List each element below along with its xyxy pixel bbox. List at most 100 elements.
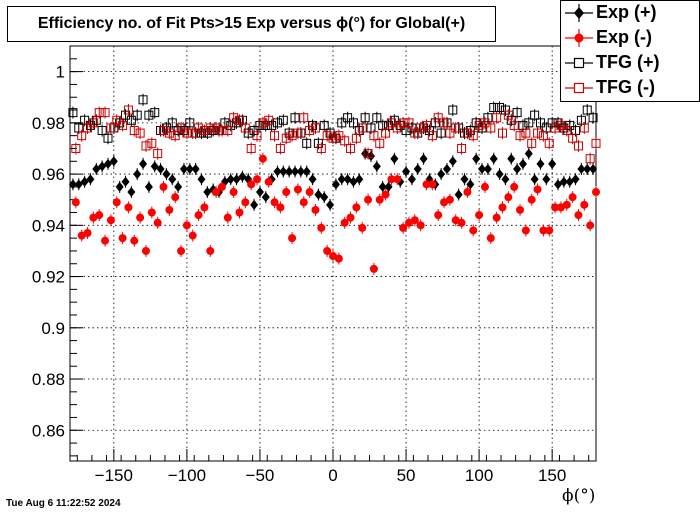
data-point-exp-plus: [378, 181, 387, 192]
data-point-tfg-minus: [515, 131, 525, 141]
data-point-exp-minus: [159, 182, 168, 191]
data-point-exp-plus: [530, 174, 539, 185]
data-point-exp-plus: [168, 174, 177, 185]
data-point-exp-minus: [574, 211, 583, 220]
data-point-tfg-minus: [369, 131, 379, 141]
data-point-exp-plus: [472, 153, 481, 164]
data-point-exp-plus: [448, 156, 457, 167]
data-point-exp-plus: [372, 161, 381, 172]
data-point-tfg-minus: [480, 118, 490, 128]
data-point-exp-plus: [308, 174, 317, 185]
data-point-tfg-plus: [197, 128, 206, 138]
y-tick-label: 0.94: [32, 216, 65, 235]
data-point-tfg-minus: [398, 118, 408, 128]
data-point-exp-plus: [139, 158, 148, 169]
data-point-tfg-plus: [535, 118, 545, 128]
data-point-tfg-minus: [585, 154, 595, 164]
data-point-tfg-minus: [211, 123, 221, 133]
data-point-tfg-plus: [103, 133, 113, 143]
data-point-tfg-minus: [538, 131, 548, 141]
data-point-tfg-minus: [71, 143, 81, 153]
data-point-exp-minus: [200, 203, 209, 212]
data-point-exp-minus: [410, 216, 419, 225]
data-point-exp-minus: [498, 203, 507, 212]
data-point-exp-plus: [407, 174, 416, 185]
data-point-exp-minus: [428, 180, 437, 189]
data-point-tfg-plus: [512, 108, 522, 118]
data-point-tfg-minus: [433, 113, 443, 123]
data-point-tfg-minus: [141, 141, 151, 151]
data-point-tfg-minus: [392, 123, 402, 133]
data-point-tfg-plus: [243, 128, 253, 138]
data-point-tfg-minus: [544, 138, 554, 148]
data-point-exp-plus: [577, 163, 586, 174]
data-point-tfg-minus: [246, 143, 256, 153]
data-point-tfg-minus: [199, 126, 209, 136]
data-point-tfg-minus: [281, 133, 291, 143]
data-point-tfg-minus: [147, 138, 157, 148]
data-point-exp-minus: [469, 226, 478, 235]
x-tick-label: 150: [538, 466, 566, 485]
data-point-tfg-plus: [582, 105, 592, 115]
data-point-exp-minus: [510, 182, 519, 191]
data-point-exp-plus: [337, 174, 346, 185]
data-point-exp-minus: [153, 218, 162, 227]
data-point-exp-minus: [130, 236, 139, 245]
data-point-tfg-plus: [85, 120, 95, 130]
data-point-exp-minus: [463, 188, 472, 197]
data-point-tfg-plus: [319, 120, 329, 130]
data-point-exp-plus: [501, 174, 510, 185]
data-point-exp-minus: [212, 188, 221, 197]
data-point-tfg-minus: [270, 131, 280, 141]
data-point-exp-minus: [71, 198, 80, 207]
data-point-exp-minus: [457, 218, 466, 227]
data-point-tfg-minus: [416, 123, 426, 133]
y-tick-label: 0.86: [32, 421, 65, 440]
data-point-exp-minus: [375, 195, 384, 204]
data-point-tfg-plus: [167, 118, 177, 128]
data-point-tfg-minus: [305, 126, 315, 136]
data-point-tfg-plus: [261, 120, 271, 130]
data-point-tfg-plus: [424, 126, 434, 136]
data-point-exp-minus: [106, 216, 115, 225]
y-tick-label: 0.96: [32, 165, 65, 184]
data-point-exp-plus: [285, 166, 294, 177]
data-point-tfg-minus: [217, 126, 227, 136]
data-point-tfg-plus: [115, 118, 125, 128]
data-point-tfg-plus: [126, 115, 136, 125]
data-point-tfg-minus: [205, 123, 215, 133]
data-point-tfg-minus: [159, 126, 169, 136]
data-point-tfg-minus: [422, 120, 432, 130]
data-point-exp-plus: [261, 192, 270, 203]
data-point-tfg-plus: [407, 123, 417, 133]
data-point-tfg-plus: [308, 120, 318, 130]
data-point-exp-plus: [442, 163, 451, 174]
data-point-tfg-plus: [436, 128, 446, 138]
timestamp: Tue Aug 6 11:22:52 2024: [6, 498, 121, 509]
data-point-tfg-plus: [121, 110, 131, 120]
data-point-exp-minus: [101, 236, 110, 245]
data-point-exp-plus: [507, 153, 516, 164]
legend-label: Exp (+): [596, 2, 657, 22]
data-point-tfg-plus: [553, 118, 563, 128]
data-point-exp-plus: [109, 156, 118, 167]
data-point-tfg-minus: [77, 131, 87, 141]
data-point-tfg-plus: [255, 120, 265, 130]
data-point-tfg-plus: [173, 126, 183, 136]
y-tick-label: 0.88: [32, 370, 65, 389]
data-point-tfg-plus: [430, 118, 440, 128]
data-point-exp-plus: [255, 187, 264, 198]
data-point-exp-minus: [387, 175, 396, 184]
data-point-exp-minus: [165, 205, 174, 214]
legend-item-exp-minus: Exp (-): [561, 26, 699, 51]
data-point-exp-plus: [326, 199, 335, 210]
data-point-tfg-minus: [457, 143, 467, 153]
data-point-tfg-minus: [88, 118, 98, 128]
data-point-exp-plus: [466, 179, 475, 190]
data-point-tfg-minus: [194, 123, 204, 133]
data-point-exp-minus: [346, 213, 355, 222]
data-point-tfg-plus: [267, 120, 277, 130]
data-point-tfg-minus: [252, 131, 262, 141]
data-point-exp-plus: [437, 169, 446, 180]
